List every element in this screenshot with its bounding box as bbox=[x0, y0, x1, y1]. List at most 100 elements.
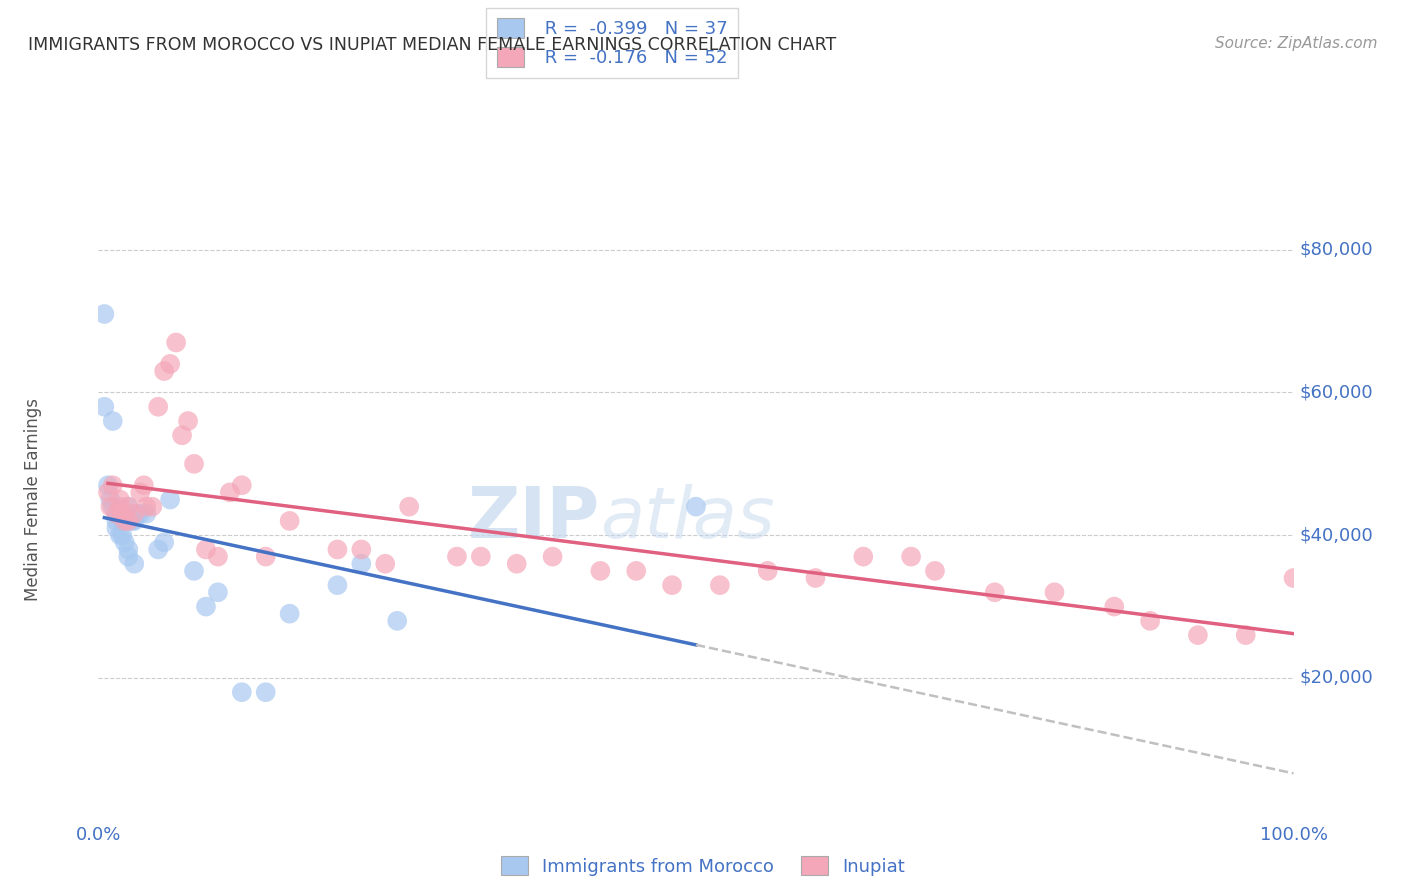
Point bbox=[114, 535, 136, 549]
Text: $60,000: $60,000 bbox=[1299, 384, 1374, 401]
Text: Median Female Earnings: Median Female Earnings bbox=[24, 398, 42, 601]
Point bbox=[470, 549, 492, 564]
Text: IMMIGRANTS FROM MOROCCO VS INUPIAT MEDIAN FEMALE EARNINGS CORRELATION CHART: IMMIGRANTS FROM MOROCCO VS INUPIAT MEDIA… bbox=[28, 36, 837, 54]
Point bbox=[105, 514, 128, 528]
Point bbox=[101, 414, 124, 428]
Point bbox=[177, 414, 200, 428]
Point bbox=[105, 507, 128, 521]
Point bbox=[111, 514, 134, 528]
Point bbox=[129, 485, 152, 500]
Legend:  R =  -0.399   N = 37,  R =  -0.176   N = 52: R = -0.399 N = 37, R = -0.176 N = 52 bbox=[486, 8, 738, 78]
Point bbox=[254, 685, 277, 699]
Point bbox=[446, 549, 468, 564]
Point bbox=[924, 564, 946, 578]
Point bbox=[93, 400, 115, 414]
Point bbox=[219, 485, 242, 500]
Point bbox=[506, 557, 529, 571]
Point bbox=[1139, 614, 1161, 628]
Point bbox=[278, 607, 301, 621]
Point bbox=[108, 507, 131, 521]
Point bbox=[709, 578, 731, 592]
Point bbox=[114, 514, 136, 528]
Point bbox=[98, 492, 122, 507]
Point bbox=[756, 564, 779, 578]
Point bbox=[350, 557, 373, 571]
Point bbox=[624, 564, 647, 578]
Point bbox=[685, 500, 707, 514]
Point bbox=[117, 542, 139, 557]
Text: atlas: atlas bbox=[600, 484, 775, 553]
Point bbox=[124, 514, 146, 528]
Point bbox=[108, 528, 131, 542]
Point bbox=[148, 400, 170, 414]
Point bbox=[135, 500, 157, 514]
Point bbox=[111, 507, 134, 521]
Point bbox=[661, 578, 683, 592]
Point bbox=[1187, 628, 1209, 642]
Point bbox=[117, 500, 139, 514]
Point bbox=[350, 542, 373, 557]
Point bbox=[278, 514, 301, 528]
Point bbox=[900, 549, 922, 564]
Point bbox=[541, 549, 564, 564]
Point bbox=[1043, 585, 1066, 599]
Point bbox=[101, 500, 124, 514]
Point bbox=[231, 478, 253, 492]
Point bbox=[153, 535, 176, 549]
Point bbox=[1234, 628, 1257, 642]
Point bbox=[93, 307, 115, 321]
Point bbox=[1102, 599, 1125, 614]
Point bbox=[132, 478, 155, 492]
Point bbox=[153, 364, 176, 378]
Legend: Immigrants from Morocco, Inupiat: Immigrants from Morocco, Inupiat bbox=[494, 849, 912, 883]
Point bbox=[207, 549, 229, 564]
Point bbox=[165, 335, 187, 350]
Point bbox=[254, 549, 277, 564]
Point bbox=[111, 528, 134, 542]
Point bbox=[385, 614, 409, 628]
Point bbox=[183, 457, 205, 471]
Point bbox=[159, 492, 181, 507]
Text: $40,000: $40,000 bbox=[1299, 526, 1374, 544]
Point bbox=[97, 485, 120, 500]
Point bbox=[183, 564, 205, 578]
Point bbox=[804, 571, 827, 585]
Point bbox=[101, 478, 124, 492]
Point bbox=[141, 500, 163, 514]
Point bbox=[589, 564, 612, 578]
Point bbox=[194, 599, 217, 614]
Point bbox=[326, 542, 349, 557]
Point bbox=[852, 549, 875, 564]
Point bbox=[124, 557, 146, 571]
Point bbox=[135, 507, 157, 521]
Point bbox=[108, 500, 131, 514]
Text: $80,000: $80,000 bbox=[1299, 241, 1374, 259]
Point bbox=[207, 585, 229, 599]
Point bbox=[398, 500, 420, 514]
Point bbox=[105, 521, 128, 535]
Point bbox=[97, 478, 120, 492]
Point bbox=[172, 428, 194, 442]
Point bbox=[1282, 571, 1305, 585]
Text: $20,000: $20,000 bbox=[1299, 669, 1374, 687]
Point bbox=[129, 507, 152, 521]
Point bbox=[194, 542, 217, 557]
Point bbox=[124, 507, 146, 521]
Point bbox=[231, 685, 253, 699]
Point bbox=[105, 507, 128, 521]
Point bbox=[117, 514, 139, 528]
Point bbox=[983, 585, 1005, 599]
Point bbox=[374, 557, 396, 571]
Text: ZIP: ZIP bbox=[468, 484, 600, 553]
Point bbox=[117, 549, 139, 564]
Point bbox=[326, 578, 349, 592]
Point bbox=[148, 542, 170, 557]
Point bbox=[159, 357, 181, 371]
Point bbox=[98, 500, 122, 514]
Point bbox=[108, 492, 131, 507]
Point bbox=[125, 507, 148, 521]
Point bbox=[114, 507, 136, 521]
Point bbox=[121, 514, 143, 528]
Text: Source: ZipAtlas.com: Source: ZipAtlas.com bbox=[1215, 36, 1378, 51]
Point bbox=[117, 500, 139, 514]
